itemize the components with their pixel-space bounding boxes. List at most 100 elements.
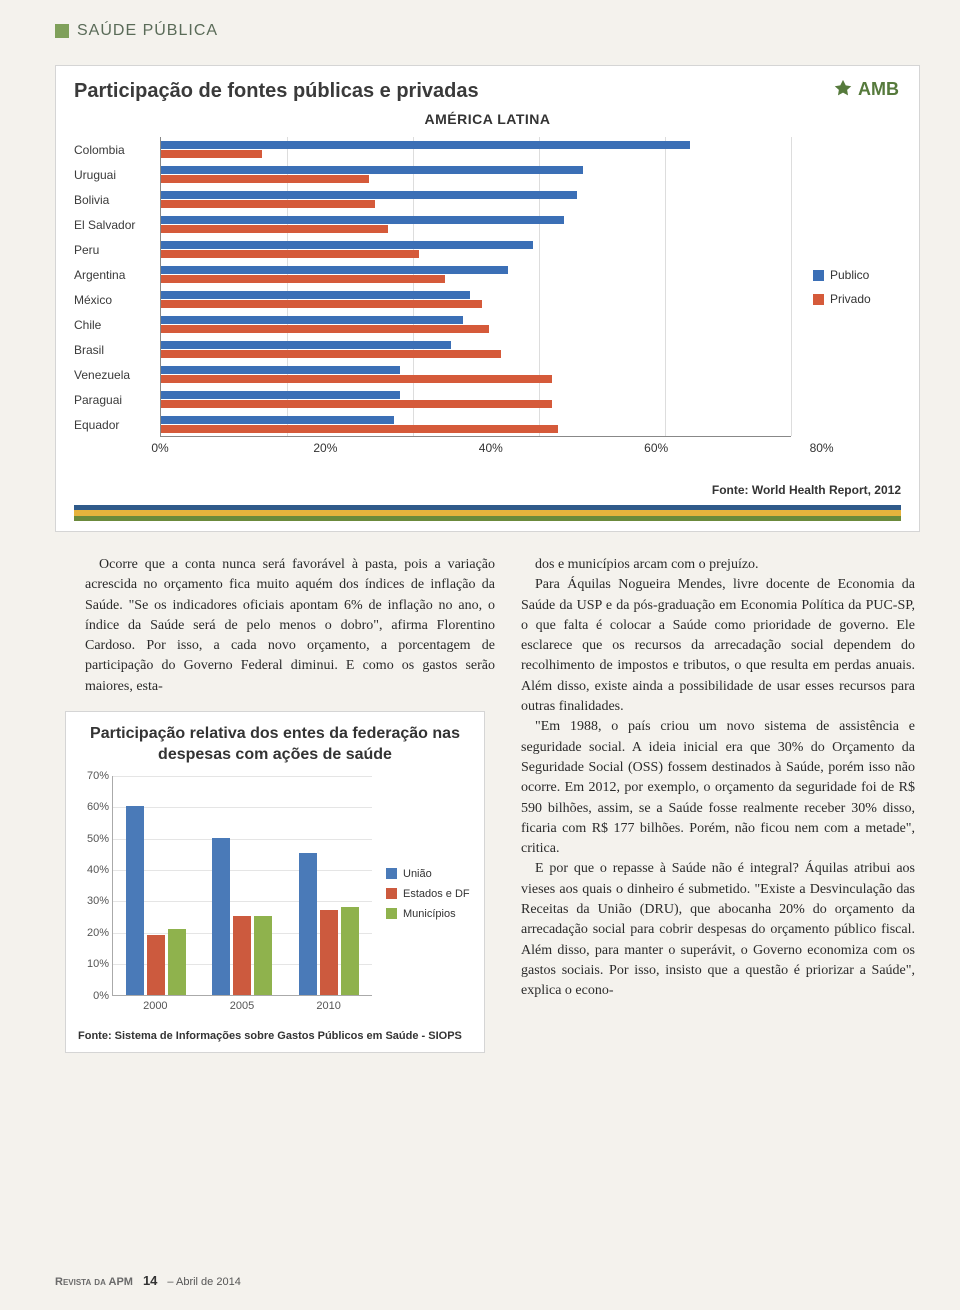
chart1-row xyxy=(161,137,791,162)
legend-swatch xyxy=(813,270,824,281)
paragraph: Para Áquilas Nogueira Mendes, livre doce… xyxy=(521,575,915,717)
legend-label: Privado xyxy=(830,292,871,306)
column-left: Ocorre que a conta nunca será favorável … xyxy=(85,555,495,1053)
chart2-legend: União Estados e DF Municípios xyxy=(372,776,472,1012)
chart2-ytick: 60% xyxy=(79,801,109,813)
chart2-xlabels: 2000 2005 2010 xyxy=(112,1000,372,1012)
chart2-ytick: 10% xyxy=(79,958,109,970)
legend-item: Municípios xyxy=(386,908,472,920)
chart1-category-label: El Salvador xyxy=(74,212,160,237)
chart1-row xyxy=(161,412,791,437)
chart2-title: Participação relativa dos entes da feder… xyxy=(78,724,472,766)
chart1-plot xyxy=(160,137,791,437)
chart1-bar xyxy=(161,391,400,399)
chart1-bar xyxy=(161,191,577,199)
legend-swatch xyxy=(386,888,397,899)
chart1-bar xyxy=(161,375,552,383)
chart2-xlabel: 2010 xyxy=(316,1000,340,1012)
legend-item: Publico xyxy=(813,268,901,282)
chart1-bar xyxy=(161,341,451,349)
chart1-category-label: Paraguai xyxy=(74,387,160,412)
chart2-bar xyxy=(126,806,144,995)
amb-logo-text: AMB xyxy=(858,79,899,100)
chart1-xtick: 60% xyxy=(644,441,668,455)
legend-swatch xyxy=(386,868,397,879)
chart1-bar xyxy=(161,366,400,374)
chart1-xticks: 0%20%40%60%80%100% xyxy=(160,441,960,457)
legend-label: União xyxy=(403,868,432,880)
article-body: Ocorre que a conta nunca será favorável … xyxy=(85,555,915,1053)
paragraph: dos e municípios arcam com o prejuízo. xyxy=(521,555,915,575)
legend-label: Municípios xyxy=(403,908,456,920)
chart1-bar xyxy=(161,300,482,308)
chart1-bar xyxy=(161,350,501,358)
chart1-bar xyxy=(161,150,262,158)
chart1-row xyxy=(161,262,791,287)
chart1-bar xyxy=(161,400,552,408)
chart2-groups xyxy=(113,776,372,995)
chart-public-private: Participação de fontes públicas e privad… xyxy=(55,65,920,532)
chart1-row xyxy=(161,362,791,387)
decor-stripe xyxy=(74,516,901,521)
amb-logo: AMB xyxy=(832,78,899,100)
chart2-bar xyxy=(168,929,186,995)
paragraph: E por que o repasse à Saúde não é integr… xyxy=(521,859,915,1001)
chart1-bar xyxy=(161,425,558,433)
chart1-row xyxy=(161,162,791,187)
chart1-row xyxy=(161,187,791,212)
paragraph: Ocorre que a conta nunca será favorável … xyxy=(85,555,495,697)
chart2-ytick: 40% xyxy=(79,864,109,876)
chart2-ytick: 30% xyxy=(79,895,109,907)
chart1-xtick: 0% xyxy=(151,441,168,455)
chart2-ytick: 50% xyxy=(79,833,109,845)
chart1-source: Fonte: World Health Report, 2012 xyxy=(74,483,901,497)
legend-swatch xyxy=(386,908,397,919)
chart2-group xyxy=(209,838,275,995)
chart1-bar xyxy=(161,275,445,283)
chart1-xtick: 20% xyxy=(313,441,337,455)
chart1-category-label: Peru xyxy=(74,237,160,262)
chart1-stripes xyxy=(74,505,901,521)
chart2-source: Fonte: Sistema de Informações sobre Gast… xyxy=(78,1030,472,1042)
page-footer: Revista da APM 14 – Abril de 2014 xyxy=(55,1273,241,1288)
legend-item: União xyxy=(386,868,472,880)
page-number: 14 xyxy=(143,1273,157,1288)
chart1-bar xyxy=(161,166,583,174)
chart1-bar xyxy=(161,250,419,258)
chart1-row xyxy=(161,312,791,337)
chart1-bar xyxy=(161,141,690,149)
chart1-bar xyxy=(161,225,388,233)
chart1-row xyxy=(161,237,791,262)
chart1-bar xyxy=(161,291,470,299)
chart2-group xyxy=(296,853,362,994)
chart2-xlabel: 2000 xyxy=(143,1000,167,1012)
chart2-title-l1: Participação relativa dos entes da feder… xyxy=(90,725,460,742)
chart1-row xyxy=(161,337,791,362)
paragraph: "Em 1988, o país criou um novo sistema d… xyxy=(521,717,915,859)
legend-item: Privado xyxy=(813,292,901,306)
chart1-bar xyxy=(161,266,508,274)
chart1-xtick: 40% xyxy=(479,441,503,455)
chart-federation-share: Participação relativa dos entes da feder… xyxy=(65,711,485,1053)
chart2-bar xyxy=(341,907,359,995)
chart1-row xyxy=(161,287,791,312)
chart1-body: ColombiaUruguaiBoliviaEl SalvadorPeruArg… xyxy=(74,137,901,437)
chart1-legend: Publico Privado xyxy=(791,137,901,437)
chart2-bar xyxy=(320,910,338,995)
chart1-category-label: Uruguai xyxy=(74,162,160,187)
magazine-name: Revista da APM xyxy=(55,1276,133,1288)
chart1-bar xyxy=(161,316,463,324)
amb-logo-icon xyxy=(832,78,854,100)
chart2-body: 0%10%20%30%40%50%60%70% 200020052010 Uni… xyxy=(78,776,472,1012)
chart2-bar xyxy=(212,838,230,995)
chart1-category-label: Venezuela xyxy=(74,362,160,387)
legend-label: Estados e DF xyxy=(403,888,470,900)
chart1-bar xyxy=(161,241,533,249)
chart1-bar xyxy=(161,325,489,333)
chart1-category-label: Bolivia xyxy=(74,187,160,212)
legend-item: Estados e DF xyxy=(386,888,472,900)
chart1-bar xyxy=(161,175,369,183)
chart2-ytick: 70% xyxy=(79,770,109,782)
chart1-category-label: Argentina xyxy=(74,262,160,287)
chart2-xlabel: 2005 xyxy=(230,1000,254,1012)
